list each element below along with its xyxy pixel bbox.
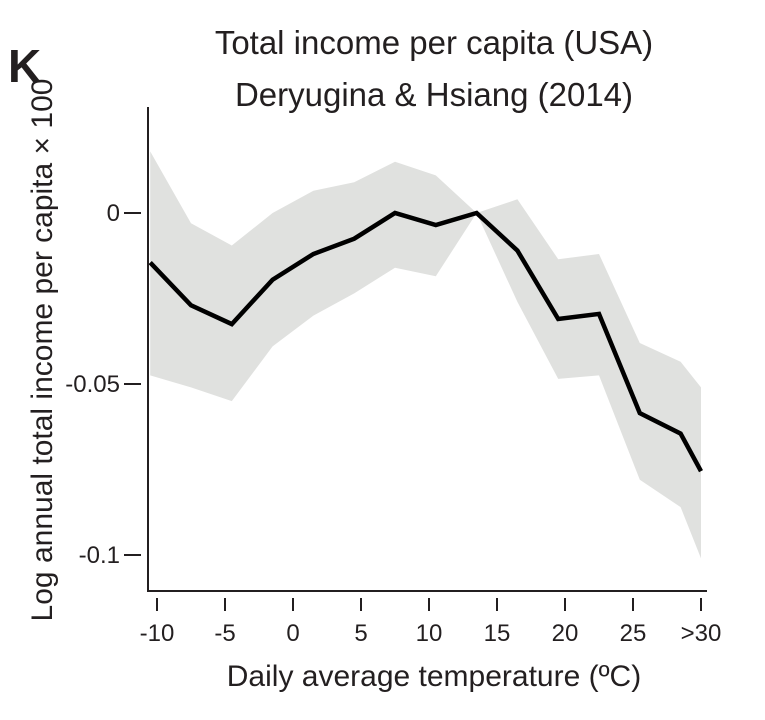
plot-area [148, 151, 703, 559]
y-axis-label: Log annual total income per capita × 100 [26, 79, 59, 622]
confidence-band [150, 151, 701, 559]
x-axis-label: Daily average temperature (ºC) [227, 660, 641, 693]
x-ticks: -10 -5 0 5 10 15 20 25 >30 [140, 598, 722, 647]
x-tick-label: 10 [416, 620, 443, 647]
x-tick-label: 25 [620, 620, 647, 647]
x-tick-label: -10 [140, 620, 175, 647]
y-tick-label: 0 [107, 200, 120, 227]
x-tick-label: 0 [286, 620, 299, 647]
chart-subtitle: Deryugina & Hsiang (2014) [235, 76, 633, 113]
panel-label: K [8, 40, 41, 92]
x-tick-label: 5 [354, 620, 367, 647]
y-tick-label: -0.1 [79, 542, 120, 569]
series-line-estimate [148, 210, 703, 473]
x-tick-label: 15 [484, 620, 511, 647]
y-tick-label: -0.05 [65, 371, 120, 398]
y-ticks: 0 -0.05 -0.1 [65, 200, 141, 569]
chart-title: Total income per capita (USA) [215, 24, 653, 61]
x-tick-label: -5 [214, 620, 235, 647]
x-tick-label: >30 [681, 620, 722, 647]
x-tick-label: 20 [552, 620, 579, 647]
